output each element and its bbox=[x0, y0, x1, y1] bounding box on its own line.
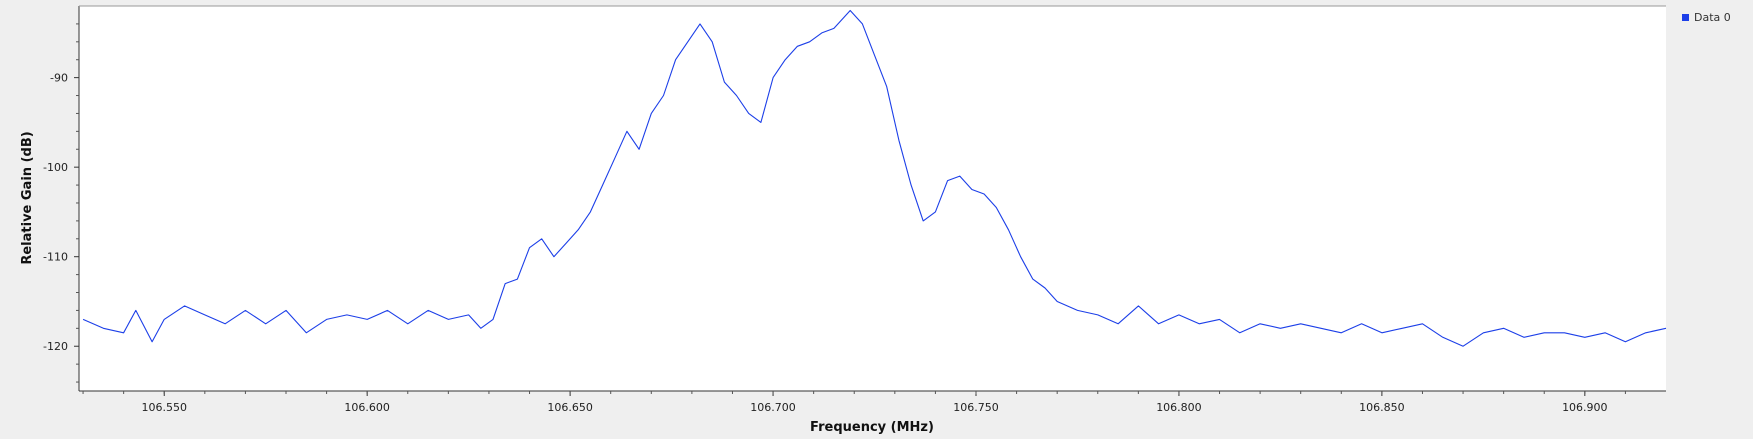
x-tick-label: 106.650 bbox=[547, 401, 593, 414]
x-tick-label: 106.900 bbox=[1562, 401, 1608, 414]
y-tick-label: -110 bbox=[43, 251, 68, 264]
x-tick-label: 106.600 bbox=[344, 401, 390, 414]
x-tick-label: 106.700 bbox=[750, 401, 796, 414]
x-axis-ticks: 106.550 106.600 106.650 106.700 106.750 106.8… bbox=[82, 391, 1626, 414]
y-tick-label: -100 bbox=[43, 161, 68, 174]
legend-label-data-0: Data 0 bbox=[1694, 11, 1731, 24]
series-line-data-0 bbox=[82, 9, 1667, 347]
chart-marks bbox=[82, 9, 1667, 347]
y-tick-label: -120 bbox=[43, 340, 68, 353]
x-tick-label: 106.850 bbox=[1359, 401, 1405, 414]
x-tick-label: 106.800 bbox=[1156, 401, 1202, 414]
plot-area[interactable] bbox=[79, 6, 1666, 391]
legend[interactable]: Data 0 bbox=[1682, 11, 1731, 24]
y-tick-label: -90 bbox=[50, 72, 68, 85]
x-tick-label: 106.550 bbox=[141, 401, 187, 414]
legend-swatch-data-0 bbox=[1682, 14, 1689, 21]
x-axis-title: Frequency (MHz) bbox=[810, 420, 934, 435]
y-axis-title: Relative Gain (dB) bbox=[20, 131, 35, 264]
y-axis-ticks: -90 -100 -110 -120 bbox=[43, 23, 79, 383]
x-tick-label: 106.750 bbox=[953, 401, 999, 414]
